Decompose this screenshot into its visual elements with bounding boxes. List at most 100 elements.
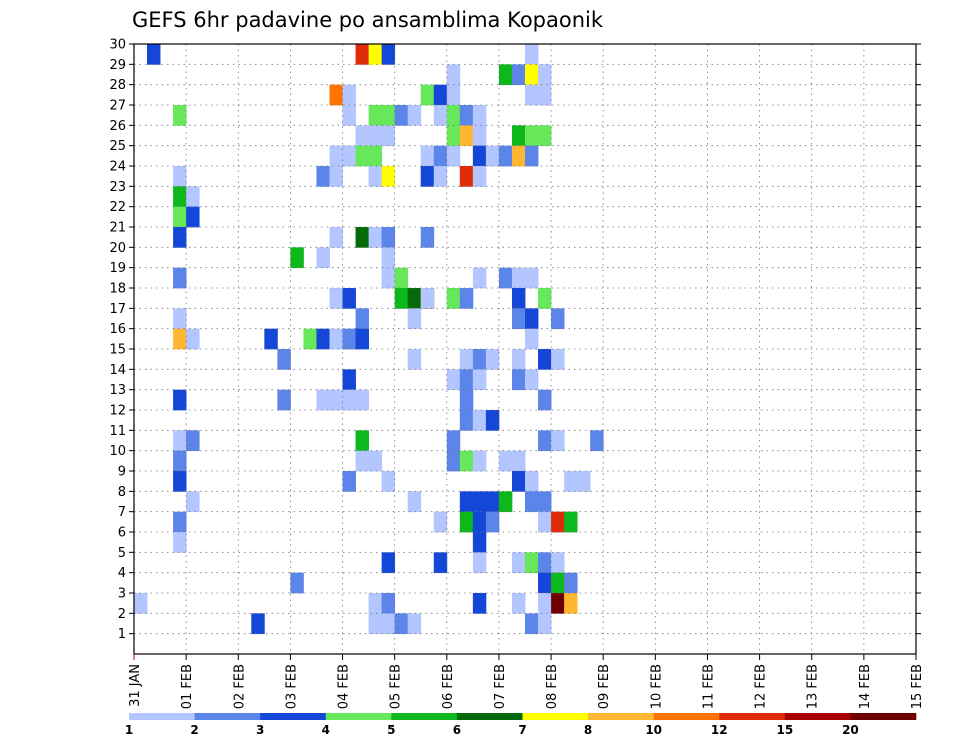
y-tick-label: 14	[109, 363, 126, 378]
heatmap-cell	[485, 511, 500, 533]
heatmap-cell	[264, 328, 278, 350]
colorbar-swatch	[456, 713, 523, 720]
heatmap-cell	[355, 227, 369, 248]
heatmap-cell	[381, 247, 396, 269]
y-tick-label: 6	[118, 526, 126, 541]
heatmap-cell	[329, 328, 343, 350]
y-tick-label: 16	[109, 322, 126, 337]
heatmap-cell	[551, 593, 565, 614]
heatmap-cell	[420, 166, 435, 187]
heatmap-cell	[459, 369, 474, 391]
y-tick-label: 10	[109, 444, 126, 459]
heatmap-cell	[277, 389, 291, 411]
heatmap-cell	[329, 389, 343, 411]
y-tick-label: 3	[118, 587, 126, 602]
heatmap-cell	[329, 288, 343, 309]
y-tick-label: 2	[118, 607, 126, 622]
heatmap-cell	[407, 491, 422, 513]
heatmap-cell	[381, 613, 396, 635]
heatmap-cell	[525, 491, 539, 513]
heatmap-cell	[342, 145, 356, 167]
heatmap-cell	[355, 389, 369, 411]
heatmap-cell	[446, 105, 461, 126]
heatmap-cell	[538, 84, 552, 106]
heatmap-cell	[303, 328, 317, 350]
x-tick-label: 11 FEB	[701, 664, 716, 709]
heatmap-cell	[329, 145, 343, 167]
heatmap-cell	[173, 186, 187, 208]
heatmap-cell	[290, 572, 304, 594]
heatmap-cell	[538, 552, 552, 574]
y-tick-label: 17	[109, 302, 126, 317]
heatmap-cell	[394, 267, 409, 289]
heatmap-cell	[485, 145, 500, 167]
heatmap-cell	[407, 308, 422, 330]
y-tick-label: 5	[118, 546, 126, 561]
heatmap-cell	[355, 125, 369, 147]
heatmap-cell	[446, 145, 461, 167]
heatmap-cell	[538, 511, 552, 533]
colorbar-swatch	[784, 713, 851, 720]
heatmap-cell	[381, 471, 396, 492]
heatmap-cell	[485, 349, 500, 370]
x-tick-label: 04 FEB	[337, 664, 352, 709]
y-tick-label: 8	[118, 485, 126, 500]
colorbar-label: 6	[453, 723, 461, 737]
heatmap-cell	[342, 328, 356, 350]
heatmap-cell	[459, 288, 474, 309]
heatmap-cell	[355, 328, 369, 350]
heatmap-cell	[511, 145, 526, 167]
x-tick-label: 12 FEB	[754, 664, 769, 709]
colorbar-swatch	[194, 713, 261, 720]
colorbar-label: 7	[518, 723, 526, 737]
heatmap-cell	[381, 267, 396, 289]
heatmap-cell	[433, 166, 448, 187]
heatmap-cell	[355, 145, 369, 167]
heatmap-cell	[173, 105, 187, 126]
heatmap-cell	[511, 64, 526, 86]
heatmap-cell	[173, 308, 187, 330]
y-tick-label: 7	[118, 505, 126, 520]
heatmap-cell	[511, 593, 526, 614]
heatmap-cell	[446, 288, 461, 309]
heatmap-cell	[472, 267, 487, 289]
heatmap-cell	[459, 125, 474, 147]
heatmap-cell	[538, 288, 552, 309]
heatmap-cell	[498, 267, 513, 289]
x-tick-label: 07 FEB	[493, 664, 508, 709]
heatmap-cell	[173, 389, 187, 411]
heatmap-cell	[511, 308, 526, 330]
heatmap-cell	[459, 410, 474, 431]
heatmap-cell	[511, 267, 526, 289]
y-tick-label: 1	[118, 627, 126, 642]
heatmap-cell	[173, 166, 187, 187]
heatmap-cell	[498, 450, 513, 472]
heatmap-cell	[525, 552, 539, 574]
x-tick-label: 13 FEB	[806, 664, 821, 709]
heatmap-cell	[186, 186, 200, 208]
heatmap-cell	[472, 349, 487, 370]
y-tick-label: 18	[109, 282, 126, 297]
heatmap-cell	[381, 166, 396, 187]
heatmap-cell	[134, 593, 148, 614]
heatmap-cell	[577, 471, 591, 492]
heatmap-cell	[329, 84, 343, 106]
heatmap-cell	[186, 328, 200, 350]
colorbar-swatch	[850, 713, 917, 720]
heatmap-cell	[355, 430, 369, 452]
heatmap-cell	[342, 471, 356, 492]
heatmap-cell	[381, 227, 396, 248]
heatmap-cell	[498, 145, 513, 167]
heatmap-cell	[472, 145, 487, 167]
y-tick-label: 23	[109, 180, 126, 195]
heatmap-cell	[564, 471, 578, 492]
heatmap-cell	[407, 349, 422, 370]
x-tick-label: 08 FEB	[545, 664, 560, 709]
colorbar-label: 1	[125, 723, 133, 737]
heatmap-cell	[342, 288, 356, 309]
heatmap-cell	[407, 105, 422, 126]
heatmap-cell	[511, 288, 526, 309]
heatmap-cell	[498, 491, 513, 513]
y-tick-label: 26	[109, 119, 126, 134]
heatmap-cell	[173, 227, 187, 248]
